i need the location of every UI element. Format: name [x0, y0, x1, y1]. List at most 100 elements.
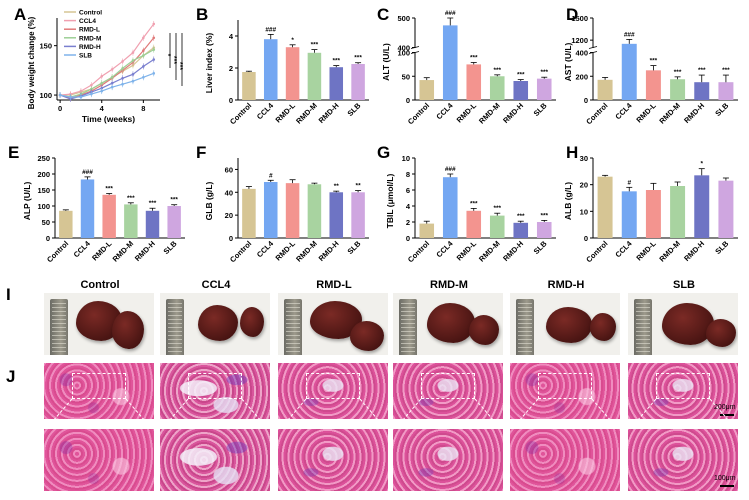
scale-bar-bottom [720, 485, 734, 487]
liver-photo-Control [44, 293, 154, 355]
ruler [634, 299, 652, 355]
data-point-A [69, 93, 72, 97]
data-point-A [69, 95, 72, 99]
data-point-A [110, 75, 114, 79]
data-point-A [121, 82, 124, 86]
y-label-D: AST (U/L) [563, 42, 573, 81]
x-tick-label-C: Control [406, 101, 431, 126]
x-tick-label-B: CCL4 [255, 100, 276, 121]
panel-letter-E: E [8, 143, 19, 162]
x-tick-label-G: CCL4 [434, 238, 455, 259]
series-line-Control [60, 47, 155, 96]
y-tick-label-E: 150 [37, 186, 50, 195]
axis-break-mark-D [588, 46, 598, 49]
liver-lobe [662, 303, 714, 345]
data-point-A [79, 95, 83, 99]
ruler [166, 299, 184, 355]
data-point-A [121, 67, 124, 70]
bar-E-RMD-M [124, 204, 138, 238]
y-tick-label-G: 2 [406, 218, 410, 227]
sig-label-D: *** [674, 69, 682, 76]
ruler [284, 299, 302, 355]
data-point-A [58, 93, 62, 97]
x-tick-label-A: 4 [100, 104, 105, 113]
bar-H-CCL4 [621, 191, 637, 238]
series-line-RMD-L [59, 37, 155, 99]
x-tick-label-A: 8 [141, 104, 145, 113]
x-tick-label-A: 0 [58, 104, 62, 113]
photo-label-Control: Control [80, 279, 120, 291]
y-tick-label-C: 50 [402, 72, 410, 81]
sig-label-G: *** [493, 205, 501, 212]
sig-label-F: ** [356, 183, 362, 190]
liver-photo-RMD-L [278, 293, 388, 355]
bar-D-Control [597, 79, 613, 100]
histology-overview-Control [44, 363, 154, 419]
series-line-RMD-H [59, 58, 155, 100]
photo-label-SLB: SLB [673, 279, 695, 291]
x-tick-label-B: RMD-H [317, 101, 341, 125]
y-label-C: ALT (U/L) [381, 43, 391, 81]
x-tick-label-G: RMD-M [477, 239, 502, 264]
zoom-region-box [538, 373, 592, 399]
liver-lobe [427, 303, 475, 343]
sig-label-D: *** [698, 67, 706, 74]
y-label-G: TBIL (μmol/L) [385, 174, 395, 229]
x-tick-label-F: RMD-L [274, 239, 298, 263]
bar-B-RMD-M [307, 52, 322, 100]
liver-photo-RMD-H [510, 293, 620, 355]
bar-H-RMD-L [645, 190, 661, 238]
data-point-A [131, 61, 135, 64]
series-line-CCL4 [60, 23, 155, 96]
scale-bar-top [720, 414, 734, 416]
zoom-region-box [656, 373, 710, 399]
data-point-A [121, 69, 124, 72]
series-line-RMD-M [60, 49, 155, 98]
x-tick-label-H: CCL4 [613, 238, 634, 259]
y-tick-label-H: 20 [580, 181, 588, 190]
y-tick-label-H: 0 [584, 234, 588, 243]
bar-C-Control [419, 80, 435, 100]
data-point-A [142, 54, 145, 57]
y-tick-label-F: 20 [225, 211, 233, 220]
photo-label-RMD-L: RMD-L [316, 279, 352, 291]
x-tick-label-H: SLB [713, 239, 730, 256]
sig-label-C: *** [493, 67, 501, 74]
bar-E-RMD-H [145, 210, 160, 238]
data-point-A [100, 83, 104, 87]
x-tick-label-D: RMD-M [657, 101, 682, 126]
bar-E-Control [59, 210, 73, 238]
x-tick-label-F: RMD-H [317, 239, 341, 263]
scale-label-bottom: 100μm [714, 475, 736, 482]
x-tick-label-E: RMD-L [90, 239, 114, 263]
sig-label-B: *** [354, 55, 362, 62]
x-tick-label-B: RMD-L [274, 101, 298, 125]
data-point-A [121, 76, 124, 80]
bar-C-RMD-L [466, 64, 482, 100]
sig-label-C: ### [445, 10, 456, 17]
x-tick-label-H: RMD-H [682, 239, 706, 263]
y-tick-label-G: 0 [406, 234, 410, 243]
x-tick-label-E: CCL4 [72, 238, 93, 259]
bar-F-Control [242, 188, 256, 238]
data-point-A [131, 73, 135, 76]
data-point-A [79, 92, 83, 96]
x-tick-label-E: RMD-H [133, 239, 157, 263]
bar-B-SLB [351, 64, 365, 100]
x-tick-label-G: RMD-L [455, 239, 479, 263]
data-point-A [131, 59, 135, 62]
liver-lobe [198, 305, 238, 341]
histology-zoom-RMD-H [510, 429, 620, 491]
data-point-A [79, 90, 83, 94]
bar-H-Control [597, 176, 613, 238]
legend-label: SLB [79, 53, 92, 60]
liver-lobe [706, 319, 736, 347]
x-tick-label-C: RMD-H [501, 101, 525, 125]
data-point-A [79, 94, 83, 98]
liver-lobe [546, 307, 592, 343]
x-tick-label-B: SLB [346, 101, 363, 118]
x-tick-label-G: Control [406, 239, 431, 264]
x-tick-label-C: RMD-M [477, 101, 502, 126]
data-point-A [110, 76, 114, 80]
panel-letter-I: I [6, 285, 11, 304]
